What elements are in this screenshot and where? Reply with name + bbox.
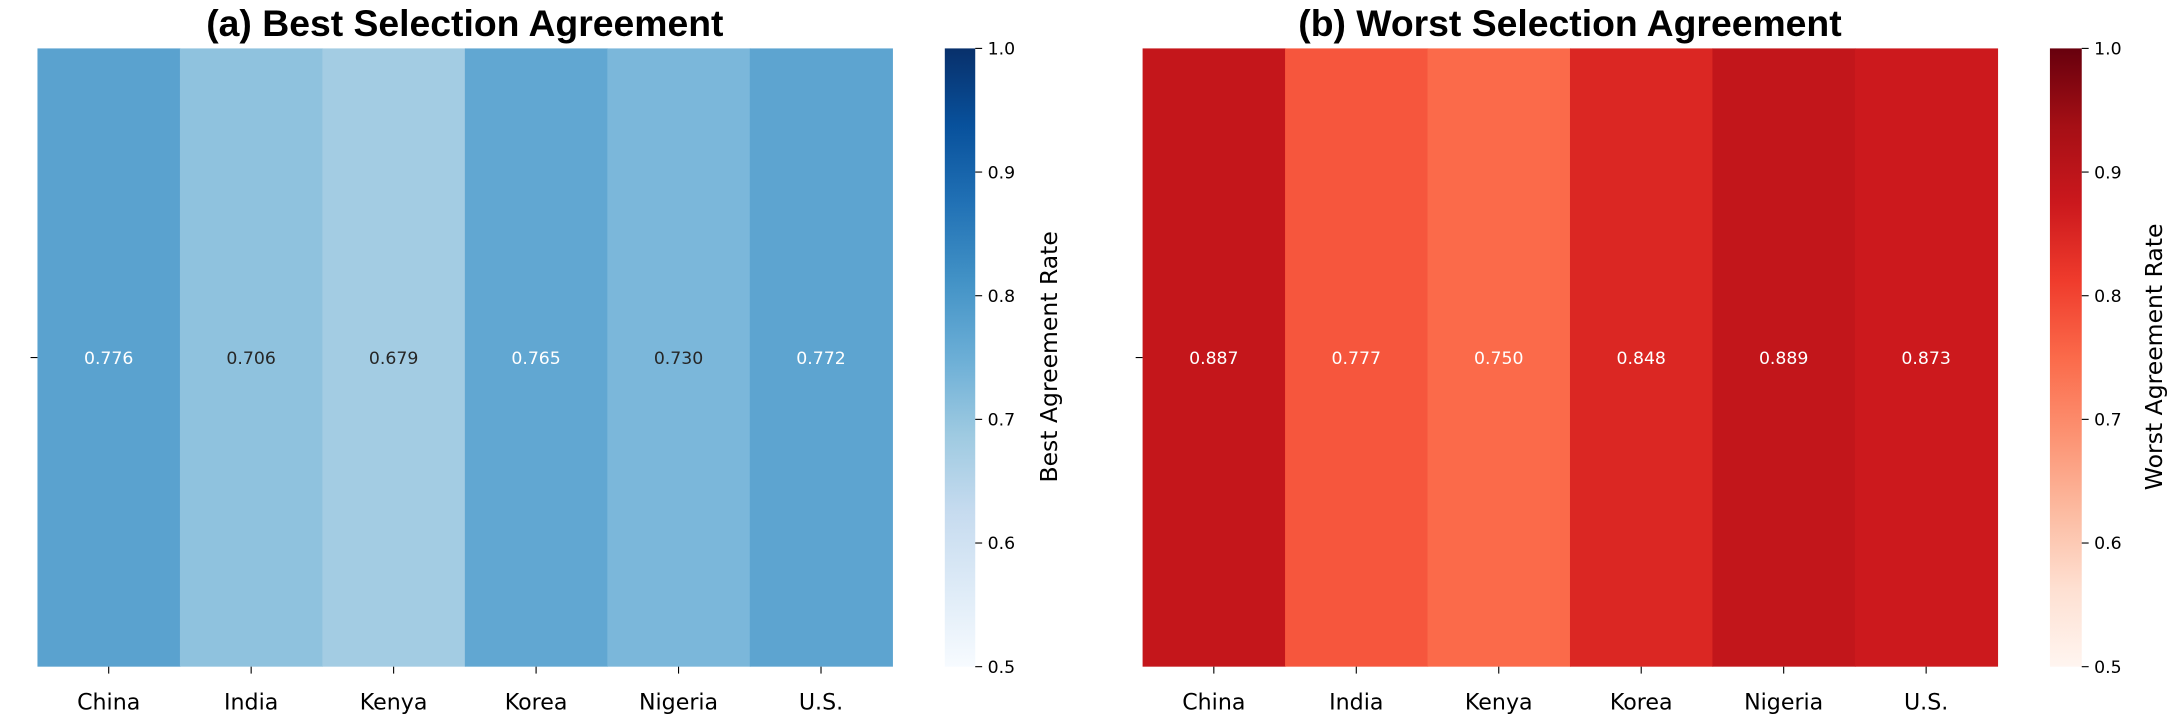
- colorbar-label: Best Agreement Rate: [1035, 231, 1063, 482]
- x-tick-label: U.S.: [1904, 690, 1948, 716]
- x-tick-label: China: [1182, 690, 1245, 716]
- colorbar-tick-label: 0.9: [988, 163, 1015, 183]
- heatmap-cell-kenya: [1427, 48, 1571, 667]
- colorbar-tick-label: 0.5: [988, 658, 1015, 678]
- cell-value-label: 0.750: [1474, 349, 1523, 369]
- colorbar-tick-label: 0.7: [988, 411, 1015, 431]
- cell-value-label: 0.776: [84, 349, 133, 369]
- heatmap-cell-nigeria: [1712, 48, 1856, 667]
- chart-title: (a) Best Selection Agreement: [206, 2, 723, 44]
- heatmap-cell-china: [1142, 48, 1286, 667]
- colorbar: [2049, 48, 2082, 667]
- heatmap-cell-india: [1285, 48, 1429, 667]
- x-tick-label: India: [224, 690, 278, 716]
- colorbar-tick-label: 0.6: [988, 534, 1015, 554]
- x-tick-label: Korea: [505, 690, 568, 716]
- colorbar: [944, 48, 976, 667]
- colorbar-tick-label: 0.9: [2094, 163, 2121, 183]
- colorbar-label: Worst Agreement Rate: [2140, 223, 2168, 490]
- heatmap-cell-kenya: [322, 48, 466, 667]
- cell-value-label: 0.777: [1332, 349, 1381, 369]
- colorbar-tick-label: 0.8: [2094, 287, 2121, 307]
- heatmap-cell-nigeria: [607, 48, 751, 667]
- cell-value-label: 0.706: [226, 349, 275, 369]
- heatmap-cell-us: [749, 48, 893, 667]
- x-tick-label: Kenya: [360, 690, 428, 716]
- heatmap-cell-china: [37, 48, 181, 667]
- x-tick-label: China: [77, 690, 140, 716]
- colorbar-tick-label: 0.8: [988, 287, 1015, 307]
- cell-value-label: 0.889: [1759, 349, 1808, 369]
- x-tick-label: U.S.: [799, 690, 843, 716]
- chart-title: (b) Worst Selection Agreement: [1298, 2, 1841, 44]
- x-tick-label: India: [1329, 690, 1383, 716]
- colorbar-tick-label: 0.5: [2094, 658, 2121, 678]
- x-tick-label: Kenya: [1465, 690, 1533, 716]
- heatmap-cell-korea: [1569, 48, 1714, 667]
- heatmap-cell-us: [1854, 48, 1999, 667]
- heatmap-cell-india: [179, 48, 324, 667]
- panel-best-selection: (a) Best Selection Agreement Best Agreem…: [30, 2, 1063, 716]
- colorbar-tick-label: 1.0: [2094, 40, 2121, 60]
- cell-value-label: 0.873: [1901, 349, 1950, 369]
- x-tick-label: Nigeria: [1744, 690, 1823, 716]
- cell-value-label: 0.730: [654, 349, 703, 369]
- x-tick-label: Korea: [1610, 690, 1673, 716]
- cell-value-label: 0.765: [511, 349, 560, 369]
- x-tick-label: Nigeria: [639, 690, 718, 716]
- panel-worst-selection: (b) Worst Selection Agreement Worst Agre…: [1135, 2, 2168, 716]
- cell-value-label: 0.772: [796, 349, 845, 369]
- heatmap-cell-korea: [464, 48, 609, 667]
- colorbar-tick-label: 0.6: [2094, 534, 2121, 554]
- colorbar-tick-label: 0.7: [2094, 411, 2121, 431]
- cell-value-label: 0.848: [1616, 349, 1665, 369]
- colorbar-tick-label: 1.0: [988, 40, 1015, 60]
- cell-value-label: 0.887: [1189, 349, 1238, 369]
- cell-value-label: 0.679: [369, 349, 418, 369]
